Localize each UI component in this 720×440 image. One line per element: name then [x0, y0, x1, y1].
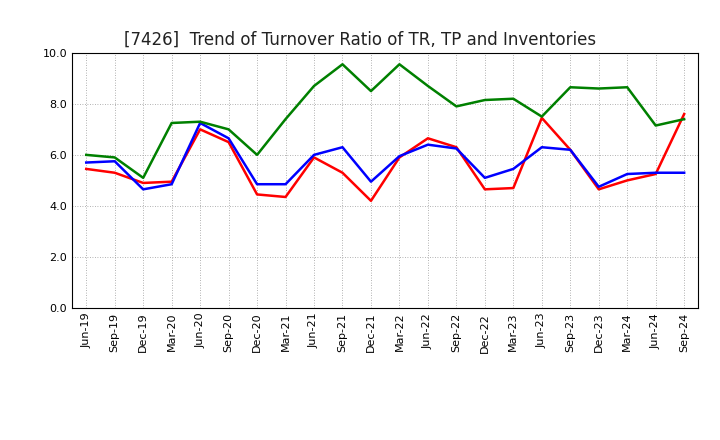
Trade Payables: [452, 146, 461, 151]
Inventories: [480, 97, 489, 103]
Trade Payables: [310, 152, 318, 158]
Trade Payables: [110, 159, 119, 164]
Inventories: [537, 114, 546, 119]
Trade Payables: [167, 182, 176, 187]
Line: Trade Payables: Trade Payables: [86, 123, 684, 189]
Trade Receivables: [537, 115, 546, 121]
Inventories: [82, 152, 91, 158]
Inventories: [110, 155, 119, 160]
Trade Receivables: [310, 155, 318, 160]
Trade Receivables: [395, 155, 404, 160]
Trade Receivables: [225, 139, 233, 145]
Trade Receivables: [652, 171, 660, 176]
Trade Payables: [366, 179, 375, 184]
Trade Payables: [82, 160, 91, 165]
Trade Payables: [480, 175, 489, 180]
Inventories: [395, 62, 404, 67]
Inventories: [167, 120, 176, 126]
Trade Receivables: [82, 166, 91, 172]
Line: Trade Receivables: Trade Receivables: [86, 114, 684, 201]
Inventories: [366, 88, 375, 94]
Inventories: [652, 123, 660, 128]
Trade Payables: [196, 120, 204, 126]
Inventories: [623, 84, 631, 90]
Inventories: [310, 83, 318, 88]
Trade Receivables: [282, 194, 290, 200]
Trade Receivables: [110, 170, 119, 176]
Line: Inventories: Inventories: [86, 64, 684, 178]
Inventories: [595, 86, 603, 91]
Trade Receivables: [423, 136, 432, 141]
Trade Receivables: [196, 127, 204, 132]
Trade Payables: [139, 187, 148, 192]
Trade Receivables: [366, 198, 375, 203]
Trade Receivables: [623, 178, 631, 183]
Trade Payables: [537, 145, 546, 150]
Text: [7426]  Trend of Turnover Ratio of TR, TP and Inventories: [7426] Trend of Turnover Ratio of TR, TP…: [124, 31, 596, 49]
Inventories: [253, 152, 261, 158]
Trade Receivables: [595, 187, 603, 192]
Inventories: [225, 127, 233, 132]
Trade Payables: [253, 182, 261, 187]
Inventories: [423, 83, 432, 88]
Inventories: [566, 84, 575, 90]
Trade Payables: [423, 142, 432, 147]
Trade Receivables: [566, 147, 575, 152]
Trade Payables: [652, 170, 660, 176]
Trade Receivables: [480, 187, 489, 192]
Trade Payables: [338, 145, 347, 150]
Trade Receivables: [338, 170, 347, 176]
Trade Receivables: [253, 192, 261, 197]
Trade Payables: [509, 166, 518, 172]
Trade Payables: [595, 184, 603, 189]
Trade Payables: [680, 170, 688, 176]
Inventories: [139, 175, 148, 180]
Inventories: [509, 96, 518, 101]
Trade Receivables: [167, 179, 176, 184]
Inventories: [452, 104, 461, 109]
Inventories: [680, 117, 688, 122]
Trade Receivables: [139, 180, 148, 186]
Trade Payables: [225, 136, 233, 141]
Trade Payables: [623, 171, 631, 176]
Inventories: [282, 117, 290, 122]
Trade Payables: [566, 147, 575, 152]
Trade Receivables: [452, 145, 461, 150]
Trade Payables: [282, 182, 290, 187]
Trade Receivables: [680, 111, 688, 117]
Inventories: [338, 62, 347, 67]
Trade Receivables: [509, 185, 518, 191]
Inventories: [196, 119, 204, 125]
Trade Payables: [395, 154, 404, 159]
